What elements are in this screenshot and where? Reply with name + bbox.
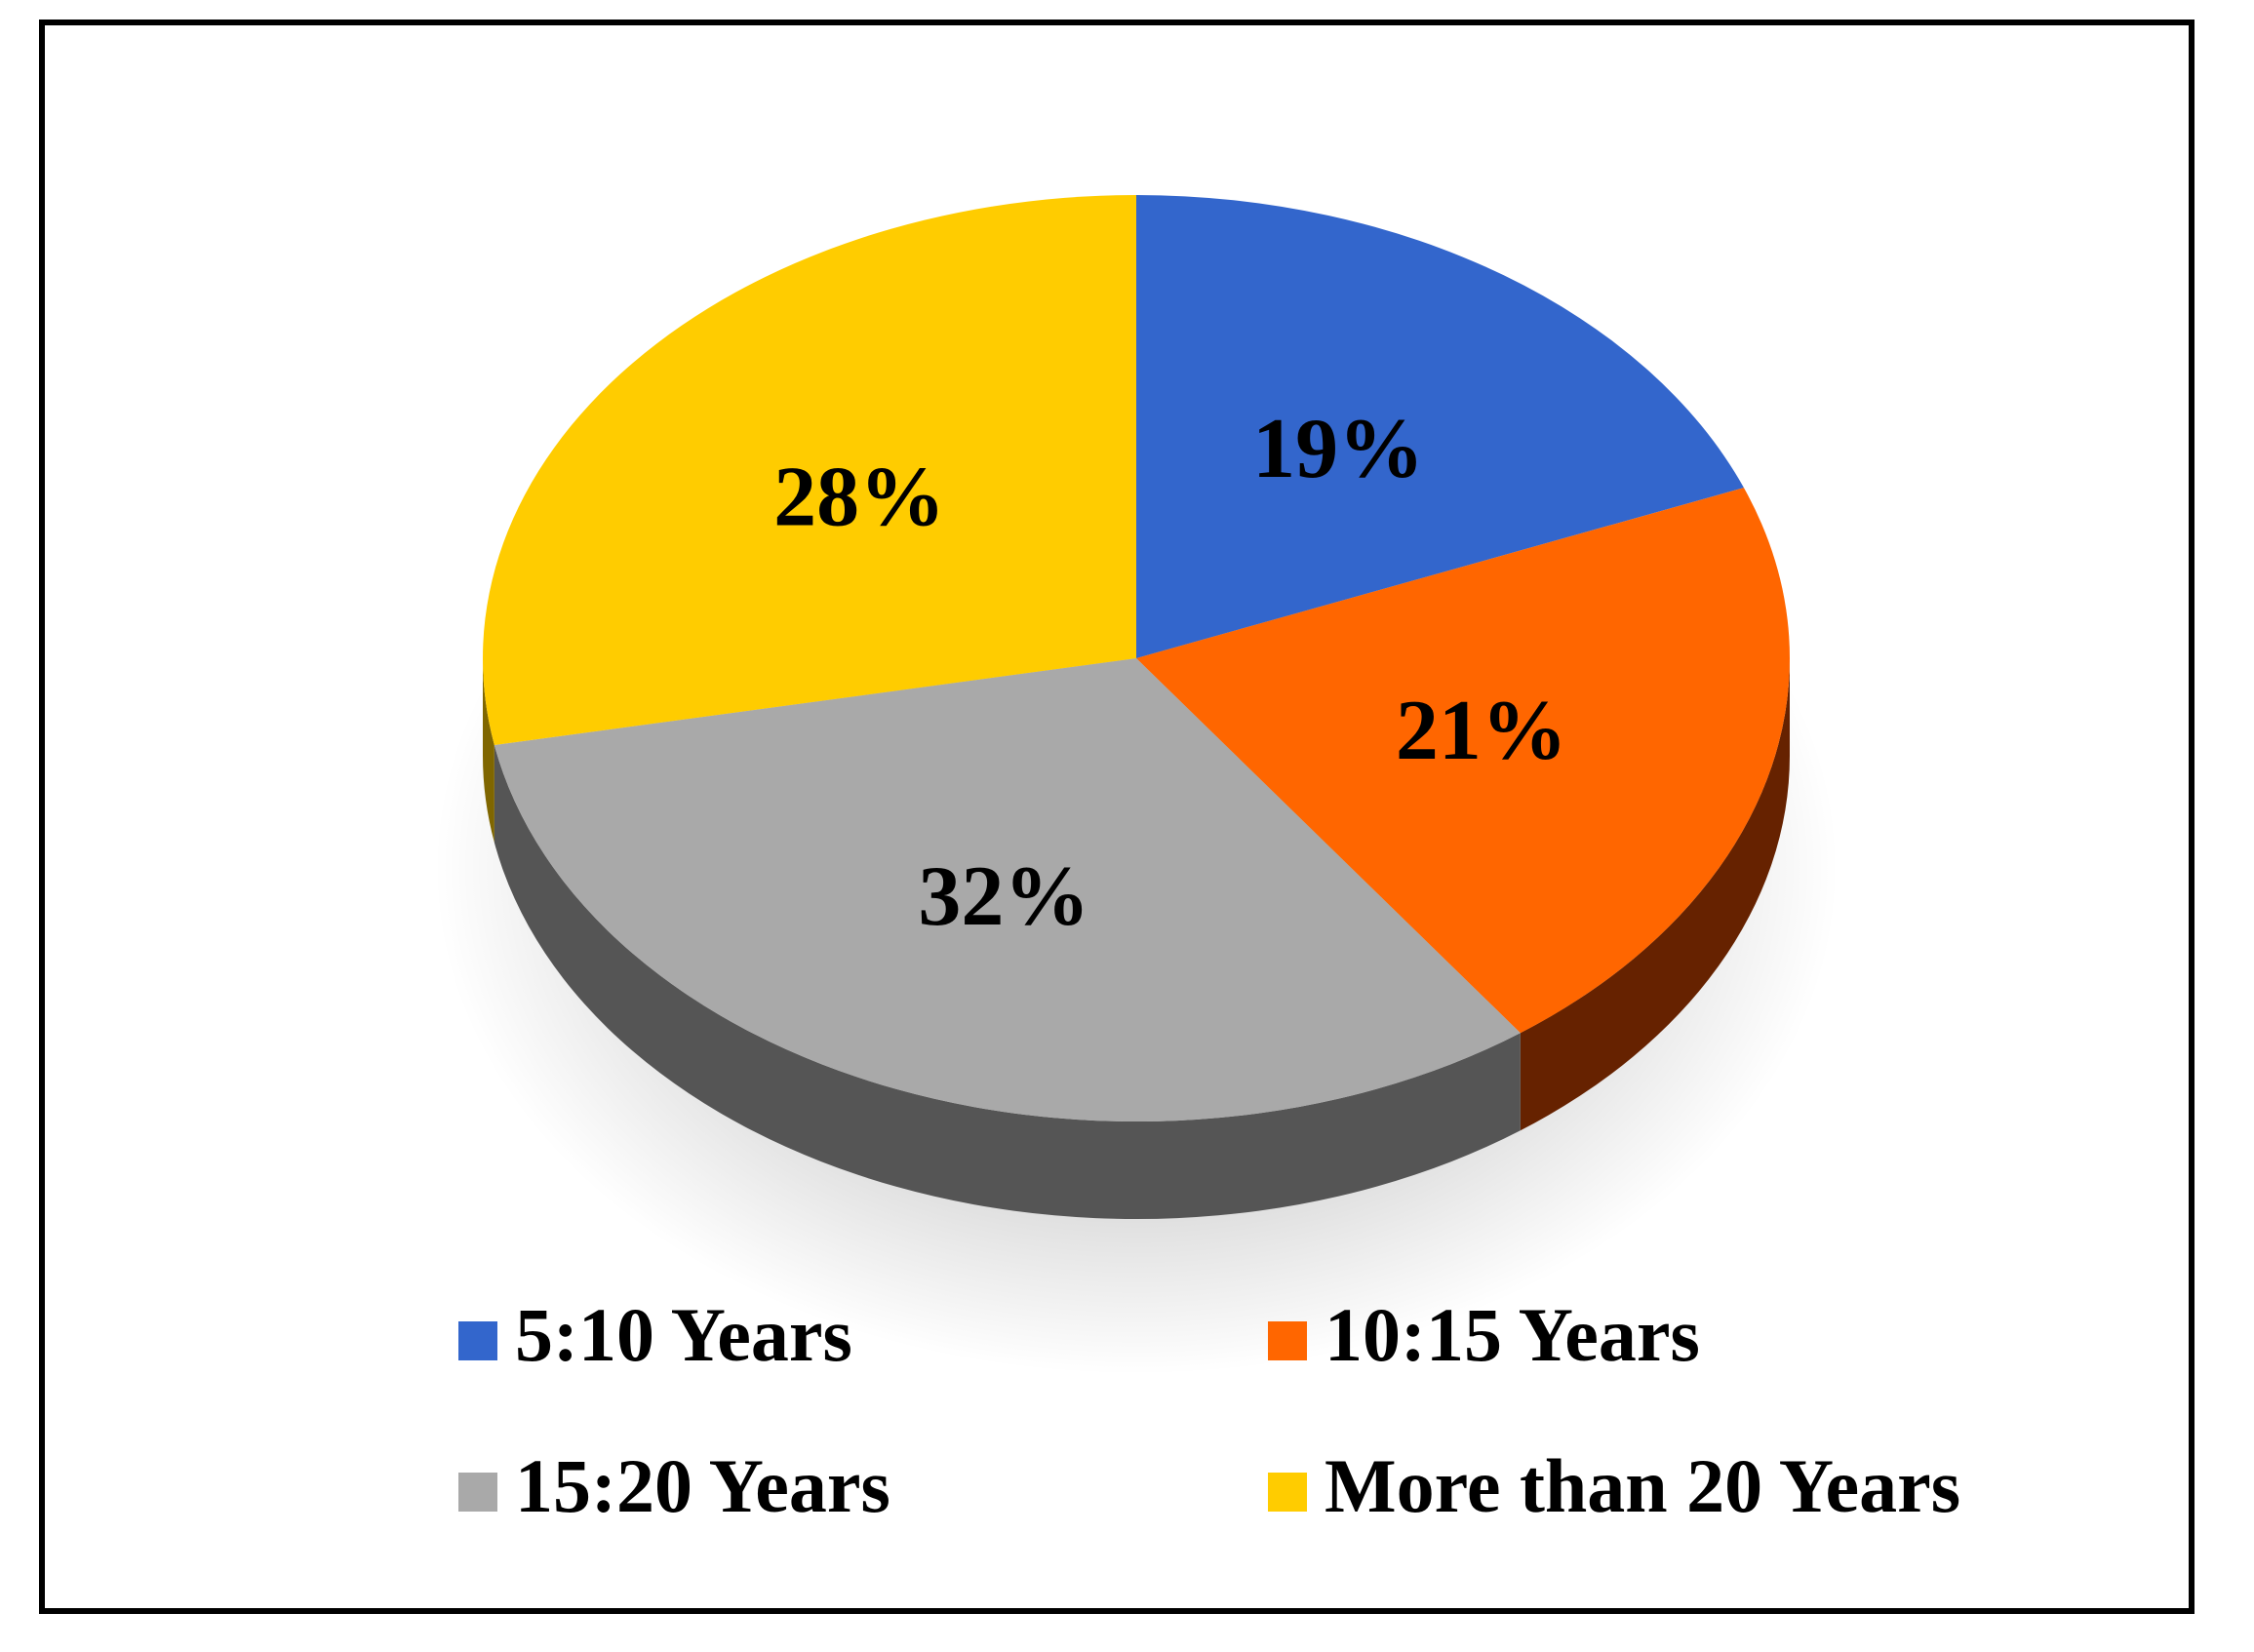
legend-item-15-20-years: 15:20 Years <box>458 1443 890 1528</box>
legend-item-more-than-20-years: More than 20 Years <box>1268 1443 1960 1528</box>
legend-label: 10:15 Years <box>1325 1292 1700 1377</box>
legend-label: 15:20 Years <box>515 1443 890 1528</box>
pie-slice-15-20-years <box>494 658 1521 1121</box>
legend: 5:10 Years 10:15 Years 15:20 Years More tha… <box>458 1292 1960 1528</box>
legend-item-10-15-years: 10:15 Years <box>1268 1292 1700 1377</box>
pie-slice-10-15-years <box>1136 488 1790 1034</box>
legend-swatch <box>1268 1321 1307 1360</box>
pie-side-10-15-years <box>1520 658 1790 1131</box>
legend-swatch <box>458 1473 497 1512</box>
pie-slice-more-than-20-years <box>483 195 1136 746</box>
pie-side-more-than-20-years <box>483 658 494 844</box>
data-label-5-10-years: 19% <box>1252 402 1424 496</box>
legend-swatch <box>1268 1473 1307 1512</box>
data-label-10-15-years: 21% <box>1396 684 1567 778</box>
legend-swatch <box>458 1321 497 1360</box>
pie-slice-5-10-years <box>1136 195 1744 658</box>
legend-label: 5:10 Years <box>515 1292 852 1377</box>
legend-label: More than 20 Years <box>1325 1443 1960 1528</box>
pie-side-15-20-years <box>494 745 1521 1219</box>
legend-item-5-10-years: 5:10 Years <box>458 1292 852 1377</box>
data-label-15-20-years: 32% <box>918 849 1089 944</box>
data-label-more-than-20-years: 28% <box>773 450 945 544</box>
